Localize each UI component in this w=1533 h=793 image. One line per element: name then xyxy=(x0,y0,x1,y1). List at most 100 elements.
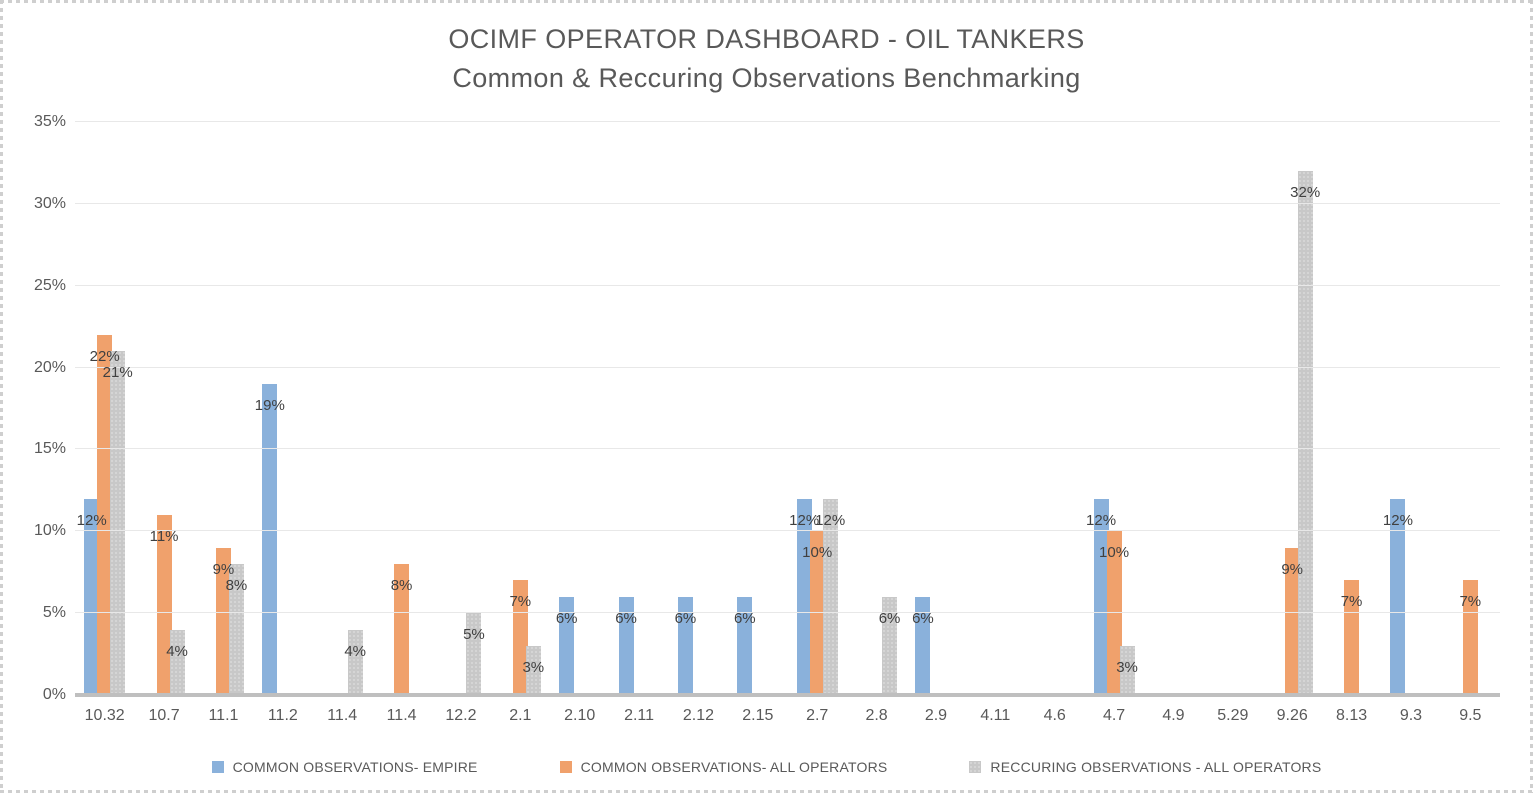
bar-data-label: 3% xyxy=(1116,658,1138,676)
bar[interactable]: 12% xyxy=(1383,498,1413,695)
bar[interactable]: 21% xyxy=(103,351,133,695)
bar[interactable]: 3% xyxy=(1116,645,1138,695)
category-column-2.11: 6% 2.11 xyxy=(609,122,668,724)
y-tick-label: 5% xyxy=(42,604,66,622)
bar[interactable]: 22% xyxy=(90,334,120,695)
y-tick-label: 35% xyxy=(33,113,66,130)
bar-data-label: 6% xyxy=(912,609,934,627)
bar[interactable]: 8% xyxy=(391,564,412,695)
plot-area: 12% 22% 21% 10.32 11% 4% 10.7 9% 8% 11.1 19% 11.2 4%… xyxy=(75,121,1500,724)
bar[interactable]: 6% xyxy=(734,596,756,695)
bar-data-label: 9% xyxy=(1281,560,1304,578)
category-column-8.13: 7% 8.13 xyxy=(1322,122,1381,724)
gridline-20% xyxy=(75,366,1500,368)
bar[interactable]: 6% xyxy=(556,596,578,695)
x-tick-label: 2.9 xyxy=(924,707,948,724)
x-tick-label: 2.7 xyxy=(806,707,829,724)
bar-group xyxy=(966,122,1025,695)
bar-group: 6% xyxy=(669,122,728,695)
category-column-12.2: 5% 12.2 xyxy=(431,122,490,724)
x-tick-label: 2.11 xyxy=(624,707,655,724)
x-tick-label: 9.26 xyxy=(1276,707,1308,724)
bar-data-label: 12% xyxy=(1382,511,1413,529)
bar[interactable]: 12% xyxy=(815,498,845,695)
bar-data-label: 12% xyxy=(789,511,820,529)
bar-data-label: 10% xyxy=(802,544,833,562)
bar[interactable]: 32% xyxy=(1290,171,1320,695)
bar[interactable]: 11% xyxy=(150,514,179,695)
bar[interactable]: 6% xyxy=(615,596,637,695)
bar-group: 6% xyxy=(609,122,668,695)
x-tick-label: 11.4 xyxy=(327,707,358,724)
category-column-10.7: 11% 4% 10.7 xyxy=(134,122,193,724)
gridline-30% xyxy=(75,202,1500,204)
bar[interactable]: 12% xyxy=(77,498,107,695)
bar-group: 9% 32% xyxy=(1263,122,1322,695)
chart-title: OCIMF OPERATOR DASHBOARD - OIL TANKERS xyxy=(448,24,1085,54)
legend-item[interactable]: RECCURING OBSERVATIONS - ALL OPERATORS xyxy=(969,759,1321,775)
bar[interactable]: 9% xyxy=(213,547,234,695)
bar-data-label: 8% xyxy=(225,577,248,595)
bar[interactable]: 7% xyxy=(1459,580,1481,695)
bar-data-label: 6% xyxy=(674,609,697,627)
category-column-2.9: 6% 2.9 xyxy=(906,122,965,724)
legend-item[interactable]: COMMON OBSERVATIONS- ALL OPERATORS xyxy=(559,759,888,775)
y-tick-label: 30% xyxy=(33,194,66,212)
category-column-11.1: 9% 8% 11.1 xyxy=(194,122,253,724)
bar-group: 12% xyxy=(1381,122,1440,695)
bar-group: 12% 10% 12% xyxy=(788,122,847,695)
bar-data-label: 32% xyxy=(1290,184,1321,202)
selection-border-top xyxy=(0,0,1533,3)
x-tick-label: 10.7 xyxy=(148,707,180,724)
bar[interactable]: 8% xyxy=(226,564,247,695)
bar[interactable]: 4% xyxy=(166,629,188,695)
x-tick-label: 10.32 xyxy=(84,707,125,724)
bar[interactable]: 7% xyxy=(1341,580,1362,695)
bar-group: 7% 3% xyxy=(491,122,550,695)
y-tick-label: 25% xyxy=(33,276,66,294)
x-tick-label: 12.2 xyxy=(445,707,477,724)
bar-group: 6% xyxy=(728,122,787,695)
bar-group: 6% xyxy=(847,122,906,695)
bar-group: 4% xyxy=(313,122,372,695)
bar[interactable]: 12% xyxy=(1086,498,1116,695)
bar[interactable]: 12% xyxy=(789,498,819,695)
x-tick-label: 11.2 xyxy=(267,707,298,724)
legend-item[interactable]: COMMON OBSERVATIONS- EMPIRE xyxy=(211,759,478,775)
bar-group xyxy=(1144,122,1203,695)
bar[interactable]: 6% xyxy=(675,596,696,695)
bar-group: 12% 10% 3% xyxy=(1084,122,1143,695)
legend-label: RECCURING OBSERVATIONS - ALL OPERATORS xyxy=(990,759,1322,775)
legend-swatch-icon xyxy=(969,761,982,773)
x-tick-label: 4.11 xyxy=(980,707,1011,724)
legend-label: COMMON OBSERVATIONS- ALL OPERATORS xyxy=(580,759,888,775)
bar-data-label: 22% xyxy=(89,347,120,365)
legend: COMMON OBSERVATIONS- EMPIRE COMMON OBSERV… xyxy=(0,759,1533,775)
category-column-2.10: 6% 2.10 xyxy=(550,122,609,724)
gridline-10% xyxy=(75,530,1500,532)
bar[interactable]: 6% xyxy=(879,596,900,695)
bar[interactable]: 5% xyxy=(463,613,485,695)
bar-data-label: 9% xyxy=(212,560,235,578)
bar[interactable]: 6% xyxy=(912,596,934,695)
gridline-25% xyxy=(75,284,1500,286)
bar-group: 8% xyxy=(372,122,431,695)
bar[interactable]: 9% xyxy=(1281,547,1303,695)
y-tick-label: 20% xyxy=(33,358,66,376)
x-tick-label: 11.1 xyxy=(208,707,239,724)
x-axis-line xyxy=(75,693,1500,697)
bar[interactable]: 19% xyxy=(255,383,285,695)
bar-group: 7% xyxy=(1322,122,1381,695)
bar[interactable]: 3% xyxy=(522,645,544,695)
bar-group: 6% xyxy=(906,122,965,695)
bar-group: 7% xyxy=(1441,122,1500,695)
bar-group: 12% 22% 21% xyxy=(75,122,134,695)
bar[interactable]: 7% xyxy=(509,580,531,695)
legend-swatch-icon xyxy=(559,761,572,773)
bar-group: 5% xyxy=(431,122,490,695)
category-column-11.2: 19% 11.2 xyxy=(253,122,312,724)
bar-data-label: 6% xyxy=(615,609,637,627)
bar[interactable]: 4% xyxy=(344,629,366,695)
y-tick-label: 10% xyxy=(33,522,66,540)
